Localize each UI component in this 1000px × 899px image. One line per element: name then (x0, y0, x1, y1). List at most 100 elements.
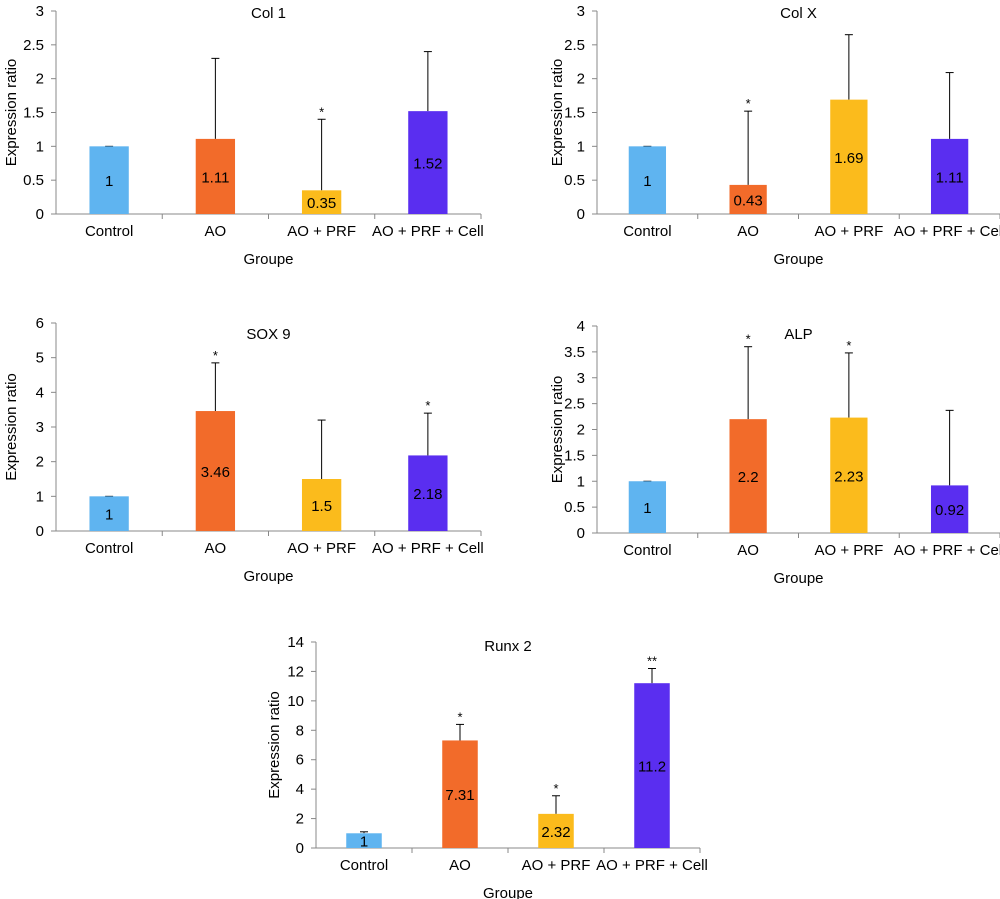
y-tick-label: 4 (296, 781, 304, 798)
y-tick-label: 12 (287, 663, 304, 680)
chart-title: Col X (780, 5, 817, 22)
x-tick-label: AO (737, 542, 759, 559)
bar-control (346, 833, 382, 848)
x-tick-label: AO + PRF + Cell (894, 223, 1000, 240)
y-tick-label: 2.5 (564, 396, 585, 413)
x-tick-label: AO (205, 540, 227, 557)
x-tick-label: AO + PRF (814, 223, 883, 240)
x-axis-label: Groupe (243, 251, 293, 268)
bar-control (89, 146, 129, 214)
data-label: 1 (643, 173, 651, 190)
y-tick-label: 0.5 (564, 499, 585, 516)
bar-ao (729, 184, 767, 214)
data-label: 1.11 (936, 169, 964, 186)
data-label: 2.18 (413, 486, 442, 503)
y-tick-label: 1.5 (564, 105, 585, 122)
x-tick-label: Control (85, 223, 133, 240)
y-tick-label: 2 (577, 71, 585, 88)
x-tick-label: AO + PRF (814, 542, 883, 559)
x-tick-label: AO + PRF + Cell (372, 223, 484, 240)
y-tick-label: 1 (577, 138, 585, 155)
y-tick-label: 4 (577, 318, 585, 335)
y-tick-label: 6 (36, 315, 44, 332)
significance-marker: * (319, 104, 324, 119)
y-axis-label: Expression ratio (3, 373, 20, 481)
x-tick-label: AO (737, 223, 759, 240)
y-axis-label: Expression ratio (549, 376, 566, 484)
significance-marker: * (846, 338, 851, 353)
x-tick-label: AO (449, 857, 471, 874)
bar-control (89, 496, 129, 531)
data-label: 1.69 (834, 150, 863, 167)
chart-panel-1: Col X 0 0.5 1 1.5 2 2.5 3 Expression ratio Groupe… (549, 3, 1000, 268)
significance-marker: * (213, 348, 218, 363)
data-label: 3.46 (201, 464, 230, 481)
y-tick-label: 1.5 (564, 447, 585, 464)
data-label: 1 (360, 834, 368, 851)
x-tick-label: Control (623, 223, 671, 240)
data-label: 1.5 (311, 498, 332, 515)
y-tick-label: 3 (577, 3, 585, 20)
y-tick-label: 1 (577, 473, 585, 490)
bar-ao (442, 740, 478, 848)
y-tick-label: 1 (36, 488, 44, 505)
bar-ao (195, 411, 236, 531)
y-tick-label: 3.5 (564, 344, 585, 361)
y-tick-label: 0 (577, 206, 585, 223)
y-tick-label: 2.5 (23, 37, 44, 54)
y-tick-label: 2 (36, 454, 44, 471)
significance-marker: * (553, 781, 558, 796)
bar-ao-prf (301, 479, 342, 531)
bar-ao-prf-cell (408, 111, 448, 214)
y-tick-label: 10 (287, 693, 304, 710)
data-label: 1.11 (201, 169, 229, 186)
y-tick-label: 0.5 (23, 172, 44, 189)
bar-control (628, 146, 667, 214)
x-tick-label: AO + PRF + Cell (596, 857, 708, 874)
data-label: 2.32 (541, 824, 570, 841)
y-axis-label: Expression ratio (3, 59, 20, 167)
y-tick-label: 3 (577, 370, 585, 387)
bar-ao-prf (830, 417, 868, 533)
x-tick-label: AO + PRF (522, 857, 591, 874)
y-tick-label: 2.5 (564, 37, 585, 54)
chart-title: Col 1 (251, 5, 286, 22)
data-label: 11.2 (638, 759, 666, 776)
x-axis-label: Groupe (243, 568, 293, 585)
significance-marker: * (746, 332, 751, 347)
data-label: 1 (643, 500, 651, 517)
x-tick-label: Control (85, 540, 133, 557)
y-axis-label: Expression ratio (266, 691, 283, 799)
data-label: 1 (105, 507, 113, 524)
bar-control (628, 481, 667, 533)
chart-title: SOX 9 (246, 326, 290, 343)
x-tick-label: AO + PRF (287, 223, 356, 240)
bar-ao-prf (538, 813, 574, 848)
chart-panel-3: ALP 0 0.5 1 1.5 2 2.5 3 3.5 4 Expression ratio Grou… (549, 318, 1000, 587)
bar-ao-prf-cell (634, 683, 670, 848)
y-tick-label: 14 (287, 634, 304, 651)
y-tick-label: 5 (36, 350, 44, 367)
x-tick-label: Control (340, 857, 388, 874)
data-label: 2.23 (834, 468, 863, 485)
bar-ao-prf-cell (930, 138, 969, 214)
chart-panel-2: SOX 9 0 1 2 3 4 5 6 Expression ratio Groupe 1 Contr… (3, 315, 484, 585)
bar-ao-prf (301, 190, 342, 214)
y-tick-label: 0 (36, 206, 44, 223)
x-axis-label: Groupe (773, 570, 823, 587)
x-tick-label: Control (623, 542, 671, 559)
bar-ao-prf (830, 99, 868, 214)
y-tick-label: 3 (36, 3, 44, 20)
y-tick-label: 1.5 (23, 105, 44, 122)
y-axis-label: Expression ratio (549, 59, 566, 167)
x-tick-label: AO (205, 223, 227, 240)
chart-title: ALP (784, 326, 812, 343)
significance-marker: * (746, 96, 751, 111)
data-label: 0.35 (307, 195, 336, 212)
chart-panel-4: Runx 2 0 2 4 6 8 10 12 14 Expression ratio Groupe 1… (266, 634, 708, 899)
x-tick-label: AO + PRF + Cell (372, 540, 484, 557)
data-label: 2.2 (738, 469, 759, 486)
x-tick-label: AO + PRF + Cell (894, 542, 1000, 559)
